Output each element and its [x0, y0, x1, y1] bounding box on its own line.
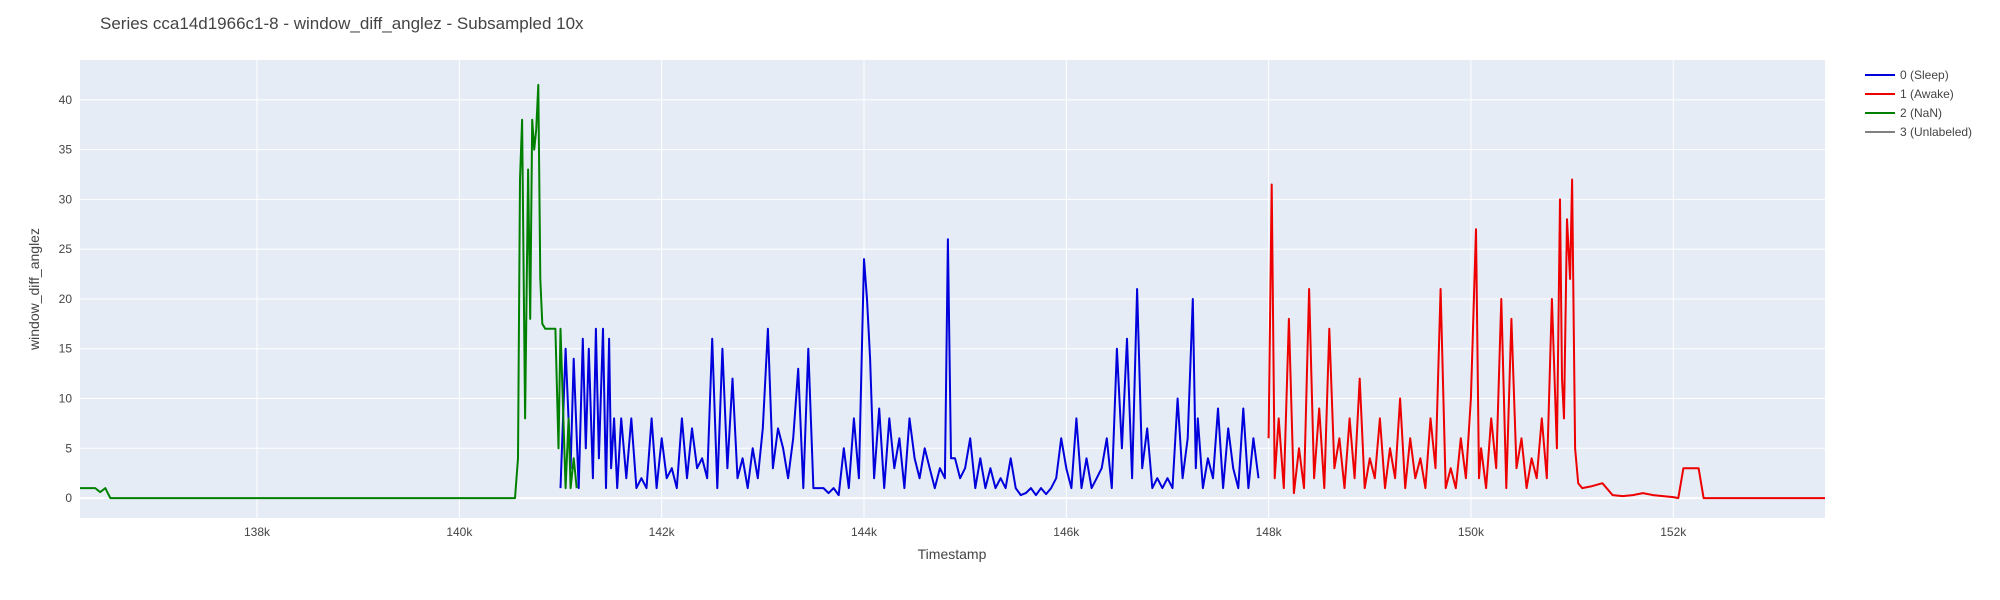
- x-tick-label: 140k: [446, 525, 473, 539]
- x-tick-labels: 138k 140k 142k 144k 146k 148k 150k 152k: [244, 525, 1687, 539]
- legend-item-0-sleep[interactable]: 0 (Sleep): [1865, 68, 1949, 82]
- y-tick-label: 35: [59, 143, 73, 157]
- y-tick-label: 5: [65, 441, 72, 455]
- y-tick-label: 10: [59, 392, 73, 406]
- series-layer: [80, 83, 1825, 500]
- x-tick-label: 138k: [244, 525, 271, 539]
- legend-label: 1 (Awake): [1900, 87, 1954, 101]
- y-tick-label: 0: [65, 491, 72, 505]
- legend-item-2-nan[interactable]: 2 (NaN): [1865, 106, 1942, 120]
- series-line-0-sleep: [559, 238, 1260, 497]
- x-tick-label: 150k: [1458, 525, 1485, 539]
- legend-label: 0 (Sleep): [1900, 68, 1949, 82]
- x-tick-label: 142k: [649, 525, 676, 539]
- legend-item-3-unlabeled[interactable]: 3 (Unlabeled): [1865, 125, 1972, 139]
- y-tick-label: 40: [59, 93, 73, 107]
- y-tick-label: 25: [59, 242, 73, 256]
- x-axis-title: Timestamp: [918, 546, 987, 562]
- legend-label: 2 (NaN): [1900, 106, 1942, 120]
- y-axis-title: window_diff_anglez: [26, 228, 42, 351]
- chart-title: Series cca14d1966c1-8 - window_diff_angl…: [100, 14, 584, 33]
- series-line-1-awake: [1267, 178, 1825, 500]
- y-tick-label: 30: [59, 192, 73, 206]
- legend[interactable]: 0 (Sleep) 1 (Awake) 2 (NaN) 3 (Unlabeled): [1865, 68, 1972, 139]
- series-line-2-nan: [80, 83, 578, 500]
- x-tick-label: 146k: [1053, 525, 1080, 539]
- y-tick-label: 15: [59, 342, 73, 356]
- y-tick-labels: 0 5 10 15 20 25 30 35 40: [59, 93, 73, 505]
- x-tick-label: 152k: [1660, 525, 1687, 539]
- y-tick-label: 20: [59, 292, 73, 306]
- x-tick-label: 148k: [1256, 525, 1283, 539]
- plot-area: [80, 60, 1825, 518]
- legend-label: 3 (Unlabeled): [1900, 125, 1972, 139]
- legend-item-1-awake[interactable]: 1 (Awake): [1865, 87, 1954, 101]
- x-tick-label: 144k: [851, 525, 878, 539]
- y-gridlines: [80, 99, 1825, 500]
